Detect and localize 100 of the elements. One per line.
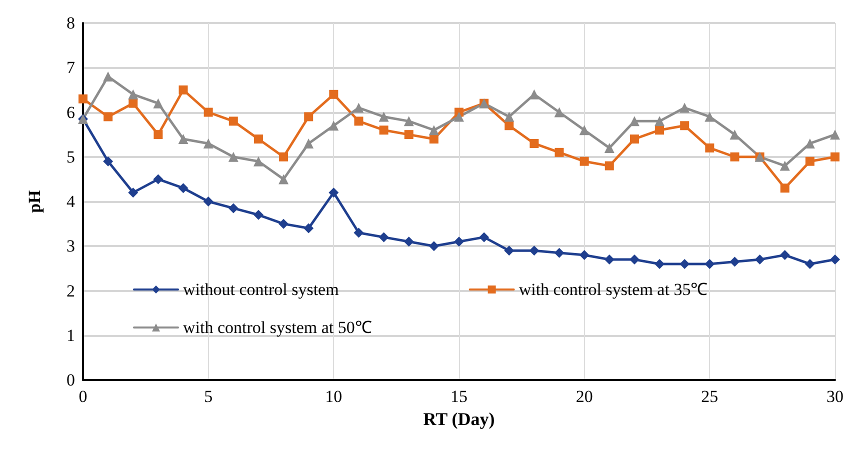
point: [629, 254, 640, 265]
point: [404, 236, 414, 247]
point: [504, 246, 514, 256]
point: [579, 125, 590, 136]
point: [253, 210, 264, 220]
x-tick-label: 5: [204, 387, 213, 406]
x-tick-label: 20: [576, 387, 593, 406]
point: [428, 241, 439, 252]
y-tick-label: 3: [66, 236, 75, 256]
point: [830, 254, 840, 265]
point: [780, 160, 790, 171]
point: [328, 188, 339, 198]
point: [254, 134, 263, 144]
point: [404, 116, 414, 126]
point: [278, 218, 289, 229]
point: [830, 130, 840, 140]
point: [654, 258, 665, 269]
point: [780, 184, 790, 193]
point: [554, 148, 564, 157]
point: [378, 112, 389, 122]
point: [554, 107, 564, 118]
point: [279, 152, 288, 162]
point: [780, 250, 790, 260]
x-axis-title: RT (Day): [423, 408, 495, 429]
point: [153, 174, 164, 184]
legend-label: with control system at 50℃: [183, 318, 372, 337]
y-tick-label: 6: [66, 102, 75, 122]
y-tick-label: 7: [66, 58, 76, 78]
y-tick-label: 1: [66, 326, 75, 345]
point: [629, 116, 640, 126]
y-tick-label: 8: [66, 14, 75, 32]
point: [203, 196, 214, 206]
point: [103, 72, 114, 82]
point: [804, 258, 815, 269]
x-tick-label: 30: [826, 387, 844, 406]
point: [579, 250, 590, 260]
point: [805, 156, 814, 166]
point: [680, 102, 690, 113]
point: [704, 258, 715, 269]
point: [104, 112, 113, 122]
point: [354, 102, 364, 113]
point: [78, 94, 88, 104]
point: [304, 223, 314, 234]
y-axis-title: pH: [25, 190, 44, 213]
point: [530, 138, 539, 148]
point: [178, 134, 188, 144]
point: [730, 130, 740, 140]
point: [529, 89, 540, 100]
point: [304, 112, 314, 122]
point: [378, 232, 389, 242]
point: [604, 254, 614, 265]
point: [103, 156, 114, 166]
point: [429, 134, 438, 144]
point: [328, 120, 339, 131]
point: [754, 254, 765, 265]
point: [354, 228, 364, 238]
point: [730, 152, 740, 162]
point: [830, 152, 840, 162]
point: [128, 98, 138, 108]
legend-label: without control system: [183, 280, 339, 299]
point: [178, 183, 188, 194]
point: [529, 246, 540, 256]
point: [704, 112, 715, 122]
point: [504, 121, 514, 130]
point: [278, 174, 289, 184]
point: [804, 138, 815, 148]
point: [228, 116, 238, 126]
point: [253, 156, 264, 166]
point: [203, 138, 214, 148]
point: [153, 98, 164, 108]
point: [604, 142, 614, 153]
x-tick-label: 15: [450, 387, 468, 406]
point: [454, 112, 464, 122]
point: [404, 130, 414, 140]
point: [479, 232, 490, 242]
x-tick-label: 25: [701, 387, 718, 406]
y-tick-label: 4: [66, 192, 76, 211]
y-tick-label: 2: [66, 281, 75, 300]
point: [228, 203, 238, 214]
point: [329, 90, 338, 99]
point: [655, 126, 664, 135]
point: [428, 125, 439, 136]
x-tick-label: 0: [78, 387, 88, 406]
y-tick-label: 5: [66, 147, 75, 166]
point: [680, 258, 690, 269]
point: [354, 116, 364, 126]
point: [730, 256, 740, 267]
point: [504, 112, 514, 122]
point: [680, 121, 690, 130]
point: [379, 126, 388, 135]
point: [228, 152, 238, 162]
point: [154, 130, 163, 140]
point: [128, 188, 138, 198]
point: [604, 161, 614, 170]
y-tick-label: 0: [66, 370, 75, 390]
point: [654, 116, 665, 126]
x-tick-label: 10: [325, 387, 342, 406]
point: [705, 143, 714, 152]
point: [178, 85, 188, 94]
point: [630, 134, 639, 144]
